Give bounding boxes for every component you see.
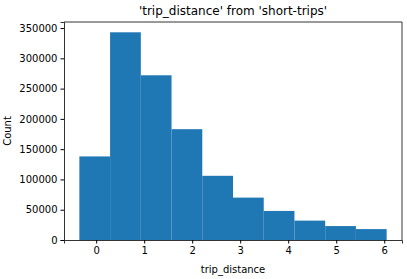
- tick: 0: [93, 240, 99, 256]
- bars: [79, 32, 386, 240]
- tick-label: 5: [334, 245, 340, 256]
- tick: 4: [286, 240, 292, 256]
- tick-mark: [96, 240, 97, 244]
- bar: [110, 32, 141, 240]
- tick-mark: [61, 240, 65, 241]
- tick: 6: [382, 240, 388, 256]
- axis-line: [65, 241, 403, 244]
- tick-mark: [61, 58, 65, 59]
- tick-label: 0: [51, 235, 57, 246]
- x-label: trip_distance: [201, 264, 266, 276]
- bar: [141, 75, 172, 240]
- tick-label: 6: [382, 245, 388, 256]
- tick: 300000: [19, 53, 64, 64]
- tick-mark: [384, 240, 385, 244]
- tick: 200000: [19, 114, 64, 125]
- y-axis: 0 50000 100000 150000 200000 250000 300000 3500…: [19, 23, 64, 246]
- bar: [356, 229, 387, 240]
- x-axis: 0 1 2 3 4 5 6: [65, 240, 403, 256]
- bar: [202, 176, 233, 240]
- chart: 0 1 2 3 4 5 6 0 50000 100000 150000 200000 250000 300…: [0, 0, 407, 279]
- tick-label: 4: [286, 245, 292, 256]
- tick-mark: [240, 240, 241, 244]
- tick-mark: [61, 179, 65, 180]
- tick: 2: [190, 240, 196, 256]
- tick: 350000: [19, 23, 64, 34]
- tick: 5: [334, 240, 340, 256]
- bar: [325, 226, 356, 240]
- tick-label: 100000: [19, 174, 57, 185]
- tick-label: 1: [141, 245, 147, 256]
- tick-label: 50000: [26, 204, 58, 215]
- tick-label: 350000: [19, 23, 57, 34]
- tick: 100000: [19, 174, 64, 185]
- tick-mark: [61, 89, 65, 90]
- bar: [294, 221, 325, 240]
- title: 'trip_distance' from 'short-trips': [139, 4, 327, 18]
- tick: 150000: [19, 144, 64, 155]
- tick-label: 200000: [19, 114, 57, 125]
- tick-label: 2: [190, 245, 196, 256]
- tick-mark: [144, 240, 145, 244]
- tick-label: 150000: [19, 144, 57, 155]
- y-label: Count: [2, 116, 13, 146]
- tick: 50000: [26, 204, 64, 215]
- bar: [79, 156, 110, 240]
- tick: 3: [238, 240, 244, 256]
- tick-mark: [336, 240, 337, 244]
- tick-label: 250000: [19, 83, 57, 94]
- bar: [233, 198, 264, 240]
- frame: [402, 22, 403, 240]
- tick-mark: [61, 210, 65, 211]
- tick-label: 300000: [19, 53, 57, 64]
- tick-mark: [288, 240, 289, 244]
- frame: [64, 22, 402, 23]
- tick-mark: [61, 119, 65, 120]
- tick: 0: [51, 235, 64, 246]
- tick: 1: [141, 240, 147, 256]
- tick-mark: [61, 149, 65, 150]
- axis-line: [61, 23, 65, 241]
- tick-mark: [192, 240, 193, 244]
- tick: 250000: [19, 83, 64, 94]
- tick-mark: [61, 28, 65, 29]
- tick-label: 3: [238, 245, 244, 256]
- tick-label: 0: [93, 245, 99, 256]
- bar: [264, 211, 295, 240]
- bar: [172, 129, 203, 240]
